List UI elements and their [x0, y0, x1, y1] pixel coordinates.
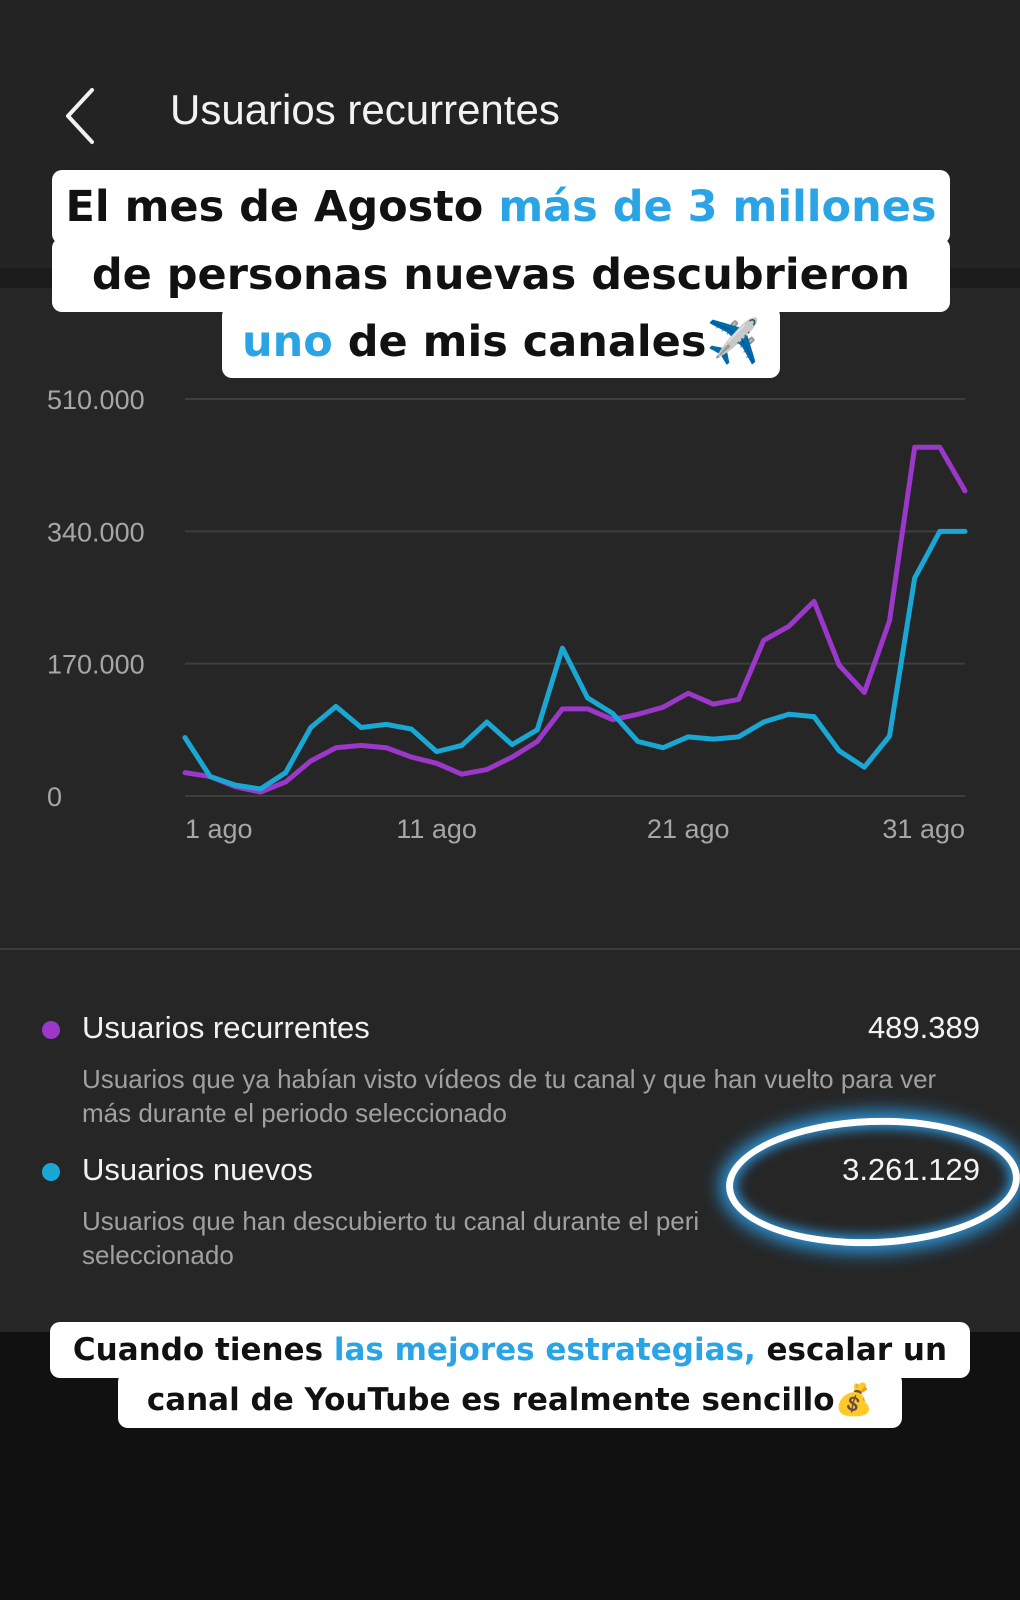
- section-divider: [0, 948, 1020, 950]
- overlay-text: Cuando tienes: [72, 1332, 334, 1368]
- x-tick-label: 21 ago: [647, 814, 730, 844]
- legend-dot-new: [42, 1163, 60, 1181]
- legend-description: Usuarios que han descubierto tu canal du…: [82, 1206, 700, 1236]
- x-tick-label: 31 ago: [882, 814, 965, 844]
- airplane-emoji: ✈️: [706, 317, 760, 367]
- chevron-left-icon: [66, 88, 94, 144]
- back-button[interactable]: [58, 82, 118, 150]
- legend-new: Usuarios nuevos 3.261.129 Usuarios que h…: [40, 1152, 980, 1272]
- legend-value: 489.389: [867, 1010, 980, 1045]
- overlay-line-2: de personas nuevas descubrieron: [52, 238, 950, 312]
- overlay-highlight: las mejores estrategias,: [333, 1332, 756, 1368]
- legend-recurring: Usuarios recurrentes 489.389 Usuarios qu…: [40, 1010, 980, 1130]
- money-bag-emoji: 💰: [834, 1382, 874, 1418]
- series-line-new: [182, 528, 968, 792]
- legend-description-cont: seleccionado: [82, 1240, 234, 1270]
- overlay-highlight: uno: [242, 317, 333, 367]
- overlay-text: El mes de Agosto: [65, 182, 499, 232]
- chart-panel: [0, 288, 1020, 1332]
- page-title: Usuarios recurrentes: [170, 86, 560, 133]
- overlay-highlight: más de 3 millones: [498, 182, 937, 232]
- x-tick-label: 1 ago: [185, 814, 253, 844]
- x-tick-label: 11 ago: [396, 814, 477, 844]
- overlay-text: de personas nuevas descubrieron: [91, 250, 911, 300]
- overlay-line-1: El mes de Agosto más de 3 millones: [52, 170, 950, 244]
- line-chart-svg: 510.000 340.000 170.000 0 1 ago 11 ago 21 ago 3…: [47, 385, 968, 844]
- overlay-line-3: uno de mis canales✈️: [222, 306, 780, 378]
- overlay-bottom-line-1: Cuando tienes las mejores estrategias, e…: [50, 1322, 970, 1378]
- y-tick-label: 340.000: [47, 517, 145, 547]
- legend-label: Usuarios nuevos: [82, 1152, 313, 1187]
- y-tick-label: 170.000: [47, 650, 145, 680]
- legend-description: Usuarios que ya habían visto vídeos de t…: [82, 1064, 937, 1128]
- legend-dot-recurring: [42, 1021, 60, 1039]
- overlay-text: escalar un: [755, 1332, 948, 1368]
- legend-value: 3.261.129: [842, 1152, 980, 1187]
- y-tick-label: 510.000: [47, 385, 145, 415]
- series-line-recurring: [182, 444, 968, 795]
- y-tick-label: 0: [47, 782, 62, 812]
- legend-label: Usuarios recurrentes: [82, 1010, 370, 1045]
- overlay-bottom-line-2: canal de YouTube es realmente sencillo💰: [118, 1372, 902, 1428]
- overlay-text: de mis canales: [332, 317, 707, 367]
- overlay-text: canal de YouTube es realmente sencillo: [146, 1382, 835, 1418]
- line-chart: 510.000 340.000 170.000 0 1 ago 11 ago 21 ago 3…: [0, 370, 1020, 890]
